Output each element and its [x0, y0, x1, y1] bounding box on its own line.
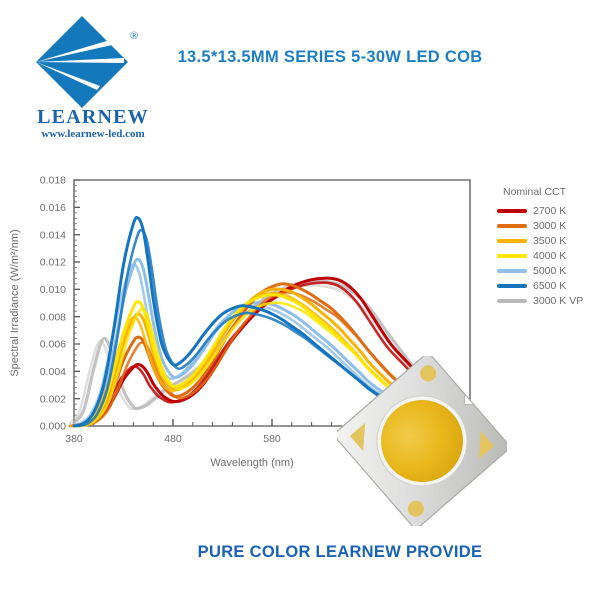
- legend-item: 3000 K: [497, 218, 597, 233]
- legend-color-swatch: [497, 238, 527, 243]
- legend-color-swatch: [497, 283, 527, 288]
- registered-trademark-icon: ®: [130, 30, 139, 42]
- legend-item-label: 6500 K: [533, 279, 567, 292]
- y-tick-label: 0.002: [40, 393, 66, 405]
- y-tick-label: 0.006: [40, 339, 66, 351]
- y-tick-label: 0.014: [40, 229, 66, 241]
- chart-canvas: 0.000 0.002 0.004 0.006 0.008 0.010 0.012 0.014…: [9, 175, 476, 469]
- legend-item-label: 4000 K: [533, 249, 567, 262]
- y-axis-title: Spectral Irradiance (W/m²/nm): [9, 229, 21, 376]
- legend-item-label: 3500 K: [533, 234, 567, 247]
- legend-color-swatch: [497, 223, 527, 228]
- y-tick-label: 0.010: [40, 284, 66, 296]
- y-tick-label: 0.012: [40, 257, 66, 269]
- legend-item-label: 3000 K: [533, 219, 567, 232]
- y-tick-label: 0.008: [40, 311, 66, 323]
- spectral-irradiance-chart: 0.000 0.002 0.004 0.006 0.008 0.010 0.012 0.014…: [0, 168, 500, 478]
- page-title: 13.5*13.5MM SERIES 5-30W LED COB: [177, 48, 483, 66]
- legend-item: 6500 K: [497, 278, 597, 293]
- legend-item-label: 2700 K: [533, 204, 567, 217]
- chart-series-line: [76, 228, 476, 428]
- legend-color-swatch: [497, 253, 527, 258]
- legend-item: 5000 K: [497, 263, 597, 278]
- y-tick-label: 0.000: [40, 421, 66, 433]
- legend-color-swatch: [497, 208, 527, 213]
- x-axis-title: Wavelength (nm): [210, 457, 293, 469]
- y-tick-label: 0.004: [40, 366, 66, 378]
- x-tick-label: 580: [263, 433, 281, 445]
- brand-wordmark: LEARNEW: [37, 106, 149, 128]
- chart-series-line: [76, 301, 476, 428]
- legend-item-label: 3000 K VP: [533, 294, 584, 307]
- legend-item-label: 5000 K: [533, 264, 567, 277]
- legend-item: 3500 K: [497, 233, 597, 248]
- y-tick-label: 0.018: [40, 175, 66, 187]
- x-tick-label: 480: [164, 433, 182, 445]
- chart-legend: Nominal CCT 2700 K 3000 K 3500 K 4000 K 5000…: [497, 186, 597, 308]
- legend-color-swatch: [497, 268, 527, 273]
- chart-series-line: [68, 262, 468, 428]
- legend-color-swatch: [497, 298, 527, 303]
- legend-item: 3000 K VP: [497, 293, 597, 308]
- led-cob-chip-photo: [334, 353, 510, 529]
- chart-series-group: [68, 215, 476, 428]
- legend-item: 2700 K: [497, 203, 597, 218]
- legend-title: Nominal CCT: [503, 186, 567, 198]
- x-axis-ticks: 380 480 580: [65, 419, 471, 445]
- x-tick-label: 380: [65, 433, 83, 445]
- y-tick-label: 0.016: [40, 202, 66, 214]
- legend-item: 4000 K: [497, 248, 597, 263]
- legend-rows: 2700 K 3000 K 3500 K 4000 K 5000 K 6500 K 3000…: [497, 203, 597, 308]
- tagline: PURE COLOR LEARNEW PROVIDE: [197, 543, 483, 561]
- brand-website-url: www.learnew-led.com: [41, 128, 145, 140]
- chart-series-line: [76, 291, 476, 428]
- chart-series-line: [68, 281, 468, 428]
- y-axis-ticks: 0.000 0.002 0.004 0.006 0.008 0.010 0.012 0.014…: [40, 175, 80, 433]
- brand-logo-block: ® LEARNEW www.learnew-led.com: [18, 12, 168, 140]
- learnew-diamond-logo-icon: [34, 14, 130, 110]
